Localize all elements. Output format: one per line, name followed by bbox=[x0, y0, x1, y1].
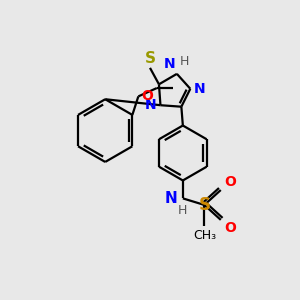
Text: O: O bbox=[224, 221, 236, 236]
Text: S: S bbox=[198, 196, 210, 214]
Text: S: S bbox=[145, 51, 155, 66]
Text: N: N bbox=[164, 58, 176, 71]
Text: N: N bbox=[165, 191, 178, 206]
Text: CH₃: CH₃ bbox=[193, 229, 216, 242]
Text: N: N bbox=[194, 82, 206, 96]
Text: O: O bbox=[141, 89, 153, 103]
Text: O: O bbox=[224, 175, 236, 188]
Text: N: N bbox=[145, 98, 157, 112]
Text: H: H bbox=[179, 56, 189, 68]
Text: H: H bbox=[177, 204, 187, 217]
